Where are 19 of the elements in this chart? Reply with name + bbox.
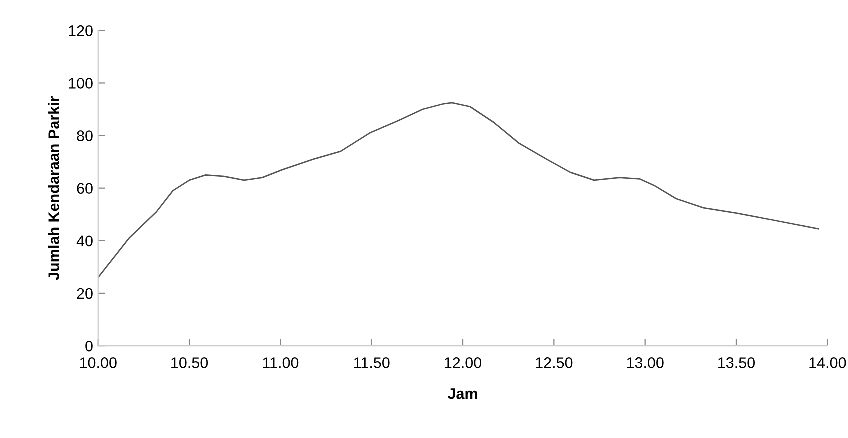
x-tick-label: 11.50 [354,358,390,368]
x-axis-title: Jam [448,388,478,400]
x-tick-label: 12.50 [536,358,573,368]
x-tick-label: 10.00 [80,358,117,368]
x-tick-label: 13.50 [718,358,756,368]
x-tick-label: 14.00 [810,358,846,368]
x-tick-label: 10.50 [172,358,208,368]
y-tick-label: 40 [76,236,93,247]
y-tick-label: 80 [77,130,93,142]
y-tick-label: 60 [77,183,93,194]
y-tick-label: 0 [86,340,93,352]
y-tick-label: 20 [77,288,93,300]
y-tick-label: 120 [69,26,93,36]
x-tick-label: 11.00 [263,358,299,368]
x-tick-label: 12.00 [445,358,482,368]
line-series [98,102,820,278]
y-axis-title: Jumlah Kendaraan Parkir [48,96,60,280]
y-tick-label: 100 [69,78,93,89]
x-tick-label: 13.00 [627,358,664,368]
